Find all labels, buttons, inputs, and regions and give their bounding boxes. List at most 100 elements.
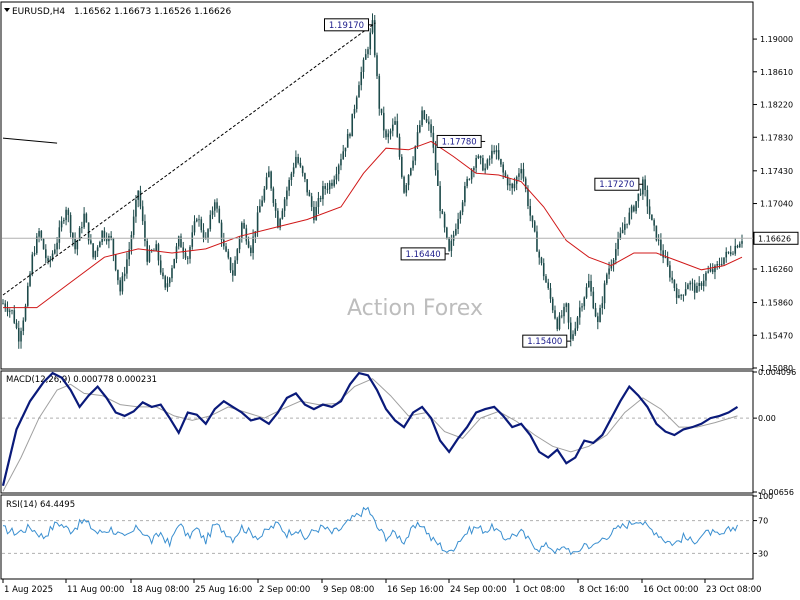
price-candle-body bbox=[437, 170, 439, 186]
price-candle-body bbox=[90, 240, 92, 244]
price-ytick-label: 1.18610 bbox=[760, 68, 793, 77]
price-candle-body bbox=[610, 265, 613, 269]
price-candle-body bbox=[132, 216, 135, 236]
price-candle-body bbox=[376, 55, 378, 77]
time-tick-label: 9 Sep 08:00 bbox=[323, 585, 374, 595]
price-candle-body bbox=[83, 213, 85, 228]
price-candle-body bbox=[606, 274, 608, 284]
price-candle-body bbox=[117, 269, 119, 281]
price-candle-body bbox=[648, 206, 651, 215]
price-candle-body bbox=[141, 206, 144, 222]
rsi-ytick-label: 100 bbox=[758, 492, 773, 501]
price-candle-body bbox=[148, 250, 151, 262]
price-candle-body bbox=[99, 242, 101, 248]
price-candle-body bbox=[168, 278, 171, 284]
price-candle-body bbox=[554, 310, 556, 319]
price-overlays: 1.16626 1.19170 1.17780 1.16440 1.15400 1.172… bbox=[2, 18, 799, 348]
price-candle-body bbox=[441, 210, 444, 214]
price-annotation-label: 1.17780 bbox=[442, 137, 477, 147]
price-candle-body bbox=[527, 188, 529, 207]
price-candle-body bbox=[511, 183, 513, 189]
time-tick-label: 2 Sep 00:00 bbox=[259, 585, 310, 595]
price-candle-body bbox=[360, 72, 363, 86]
price-candle-body bbox=[211, 210, 214, 215]
macd-ytick-label: 0.004096 bbox=[758, 368, 796, 377]
price-candle-body bbox=[459, 211, 462, 219]
price-candle-body bbox=[13, 310, 16, 323]
price-candle-body bbox=[20, 330, 22, 342]
price-candle-body bbox=[119, 280, 121, 292]
price-candle-body bbox=[195, 219, 198, 222]
price-candle-body bbox=[337, 165, 340, 175]
price-candle-body bbox=[112, 238, 115, 255]
price-candle-body bbox=[635, 201, 637, 212]
price-candle-body bbox=[319, 198, 322, 200]
price-candle-body bbox=[428, 121, 430, 125]
price-candle-body bbox=[6, 308, 9, 312]
price-panel-frame bbox=[0, 1, 754, 370]
price-candle-body bbox=[328, 182, 331, 190]
price-candle-body bbox=[565, 303, 568, 307]
price-candle-body bbox=[85, 213, 88, 223]
price-candle-body bbox=[666, 257, 669, 266]
price-candle-body bbox=[69, 214, 72, 233]
price-candle-body bbox=[234, 260, 236, 276]
time-tick-label: 16 Sep 16:00 bbox=[387, 585, 444, 595]
price-candle-body bbox=[159, 260, 162, 273]
price-candle-body bbox=[31, 254, 34, 274]
price-candle-body bbox=[367, 49, 369, 55]
price-candle-body bbox=[414, 145, 417, 161]
price-candle-body bbox=[213, 202, 216, 211]
price-candle-body bbox=[491, 150, 493, 159]
symbol-label: EURUSD,H4 bbox=[12, 7, 65, 17]
price-candle-body bbox=[599, 307, 601, 322]
price-candle-body bbox=[432, 132, 435, 148]
price-candle-body bbox=[662, 250, 664, 258]
price-candle-body bbox=[628, 212, 631, 224]
header-high: 1.16673 bbox=[114, 7, 151, 17]
price-candle-body bbox=[470, 170, 473, 180]
price-candle-body bbox=[725, 251, 728, 258]
price-candle-body bbox=[126, 259, 128, 274]
price-candle-body bbox=[513, 183, 516, 189]
time-tick-label: 8 Oct 16:00 bbox=[579, 585, 629, 595]
price-candle-body bbox=[236, 249, 239, 261]
price-candle-body bbox=[509, 183, 511, 186]
price-candle-body bbox=[373, 20, 376, 56]
price-candle-body bbox=[177, 236, 180, 247]
price-candle-body bbox=[47, 258, 49, 262]
price-candle-body bbox=[200, 219, 203, 231]
price-candle-body bbox=[475, 157, 477, 168]
price-candle-body bbox=[277, 210, 279, 228]
price-candle-body bbox=[137, 190, 139, 200]
price-candle-body bbox=[252, 236, 254, 253]
price-candle-body bbox=[702, 280, 705, 287]
price-candle-body bbox=[707, 271, 710, 273]
price-candle-body bbox=[407, 174, 410, 186]
price-candle-body bbox=[524, 178, 527, 189]
rsi-panel: RSI(14) 64.4495 100 70 30 bbox=[0, 492, 773, 580]
price-candle-body bbox=[105, 238, 108, 242]
price-candle-body bbox=[738, 243, 741, 248]
price-candle-body bbox=[72, 232, 74, 239]
price-candle-body bbox=[227, 251, 230, 258]
price-candle-body bbox=[531, 215, 534, 222]
price-candle-body bbox=[423, 110, 426, 119]
price-candle-body bbox=[362, 59, 365, 73]
price-candle-body bbox=[290, 173, 293, 180]
price-candle-body bbox=[371, 20, 374, 33]
price-candle-body bbox=[33, 253, 36, 255]
price-candle-body bbox=[538, 251, 541, 258]
price-candle-body bbox=[58, 227, 61, 243]
price-candle-body bbox=[96, 247, 99, 252]
price-candle-body bbox=[705, 272, 707, 281]
price-candle-body bbox=[421, 110, 423, 126]
price-annotation-label: 1.16440 bbox=[406, 250, 441, 260]
price-candle-body bbox=[473, 167, 475, 171]
macd-y-axis: 0.004096 0.00 -0.00656 bbox=[2, 368, 796, 497]
price-candle-body bbox=[358, 85, 360, 98]
price-candle-body bbox=[457, 218, 459, 230]
symbol-dropdown-icon[interactable] bbox=[4, 8, 10, 12]
price-candle-body bbox=[556, 318, 559, 330]
price-candle-body bbox=[671, 277, 673, 280]
